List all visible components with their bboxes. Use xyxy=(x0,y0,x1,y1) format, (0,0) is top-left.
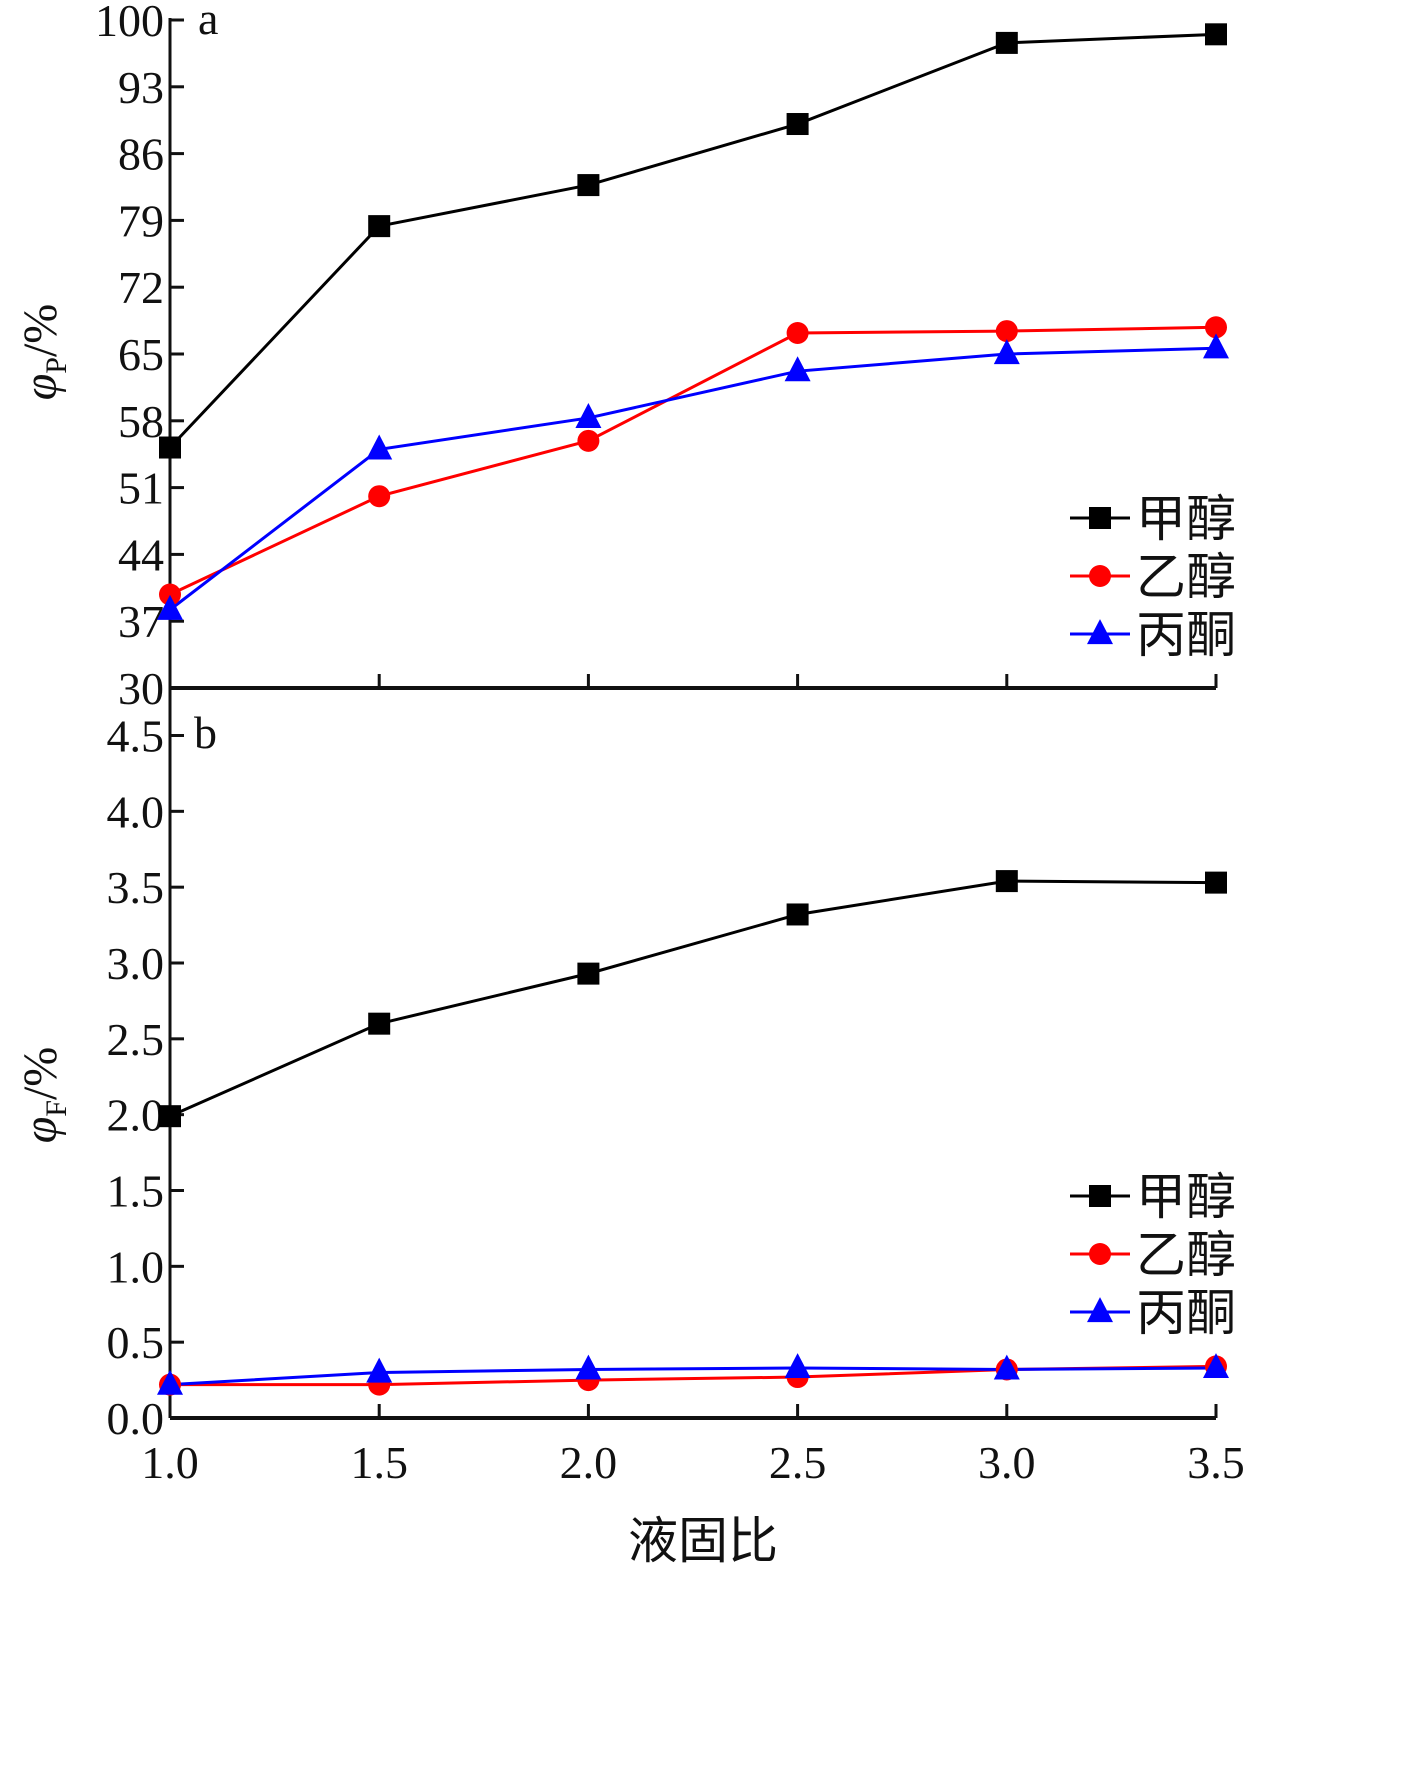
legend-marker-a xyxy=(1089,565,1111,587)
legend-marker-a xyxy=(1087,619,1113,645)
y-tick-label-a: 79 xyxy=(118,195,164,246)
data-point-a-triangle xyxy=(366,434,393,460)
panel-a-letter: a xyxy=(198,0,218,44)
y-tick-label-a: 58 xyxy=(118,396,164,447)
data-point-a-circle xyxy=(159,583,181,606)
series-line-b-square xyxy=(169,879,1217,1118)
x-tick-label: 2.0 xyxy=(560,1437,618,1488)
data-point-a-circle xyxy=(1205,316,1227,339)
x-tick-label: 1.0 xyxy=(141,1437,199,1488)
y-tick-label-b: 2.0 xyxy=(107,1090,165,1141)
data-point-a-square xyxy=(786,113,809,136)
y-tick-label-a: 37 xyxy=(118,596,164,647)
y-tick-label-a: 30 xyxy=(118,663,164,714)
y-tick-label-a: 86 xyxy=(118,129,164,180)
y-tick-label-b: 3.5 xyxy=(107,862,165,913)
data-point-a-triangle xyxy=(784,356,811,382)
data-point-a-square xyxy=(159,436,181,459)
x-tick-label: 3.5 xyxy=(1187,1437,1245,1488)
y-tick-label-a: 51 xyxy=(118,463,164,514)
y-tick-label-b: 3.0 xyxy=(107,938,165,989)
data-point-b-square xyxy=(368,1012,391,1035)
data-point-a-triangle xyxy=(993,339,1020,365)
data-point-a-triangle xyxy=(157,594,183,620)
data-point-a-circle xyxy=(368,485,391,508)
y-tick-label-b: 4.5 xyxy=(107,711,165,762)
data-point-b-triangle xyxy=(993,1354,1020,1380)
data-point-b-triangle xyxy=(157,1369,183,1395)
data-point-b-square xyxy=(786,903,809,926)
data-point-b-square xyxy=(1205,871,1227,894)
x-axis-title: 液固比 xyxy=(628,1512,778,1570)
legend-marker-a xyxy=(1089,507,1111,529)
y-tick-label-a: 93 xyxy=(118,62,164,113)
y-tick-label-b: 0.0 xyxy=(107,1393,165,1444)
data-point-a-triangle xyxy=(1203,333,1229,359)
panel-b-letter: b xyxy=(194,707,217,758)
legend-label-a: 丙酮 xyxy=(1136,606,1236,664)
y-tick-label-a: 65 xyxy=(118,329,164,380)
data-point-a-circle xyxy=(786,322,809,345)
y-tick-label-b: 0.5 xyxy=(107,1317,165,1368)
legend-label-a: 乙醇 xyxy=(1136,548,1236,606)
y-tick-label-b: 2.5 xyxy=(107,1014,165,1065)
y-axis-title-b: φF/% xyxy=(14,1047,73,1144)
legend-marker-b xyxy=(1087,1297,1113,1323)
data-point-a-circle xyxy=(995,320,1018,343)
series-line-a-square xyxy=(168,32,1217,449)
y-tick-label-b: 1.5 xyxy=(107,1166,165,1217)
legend-label-a: 甲醇 xyxy=(1136,490,1236,548)
data-point-a-square xyxy=(995,31,1018,54)
x-tick-label: 3.0 xyxy=(978,1437,1036,1488)
data-point-b-triangle xyxy=(575,1354,602,1380)
panel-b: b 0.0 0.5 1.0 1.5 2.0 2.5 3.0 3.5 4.0 4.5 1.0 1.5 2.… xyxy=(14,688,1245,1570)
legend-label-b: 丙酮 xyxy=(1136,1284,1236,1342)
data-point-a-square xyxy=(577,174,600,197)
data-point-b-triangle xyxy=(1203,1353,1229,1379)
data-point-a-circle xyxy=(577,429,600,452)
legend-marker-b xyxy=(1089,1185,1111,1207)
data-point-a-square xyxy=(368,215,391,238)
data-point-b-square xyxy=(159,1105,181,1128)
data-point-a-triangle xyxy=(575,403,602,429)
y-tick-label-b: 1.0 xyxy=(107,1241,165,1292)
y-tick-label-a: 44 xyxy=(118,529,164,580)
legend-marker-b xyxy=(1089,1243,1111,1265)
y-axis-title-a: φP/% xyxy=(14,304,73,401)
legend-label-b: 乙醇 xyxy=(1136,1226,1236,1284)
data-point-b-triangle xyxy=(784,1353,811,1379)
data-point-b-square xyxy=(995,870,1018,893)
series-line-a-triangle xyxy=(169,346,1217,611)
data-point-a-square xyxy=(1205,23,1227,46)
legend-label-b: 甲醇 xyxy=(1136,1168,1236,1226)
data-point-b-triangle xyxy=(366,1357,393,1383)
x-tick-label: 1.5 xyxy=(350,1437,408,1488)
series-line-a-circle xyxy=(169,325,1217,596)
y-tick-label-a: 100 xyxy=(95,0,164,46)
x-tick-label: 2.5 xyxy=(769,1437,827,1488)
series-line-b-triangle xyxy=(169,1366,1217,1387)
data-point-b-square xyxy=(577,962,600,985)
y-tick-label-a: 72 xyxy=(118,262,164,313)
y-tick-label-b: 4.0 xyxy=(107,786,165,837)
